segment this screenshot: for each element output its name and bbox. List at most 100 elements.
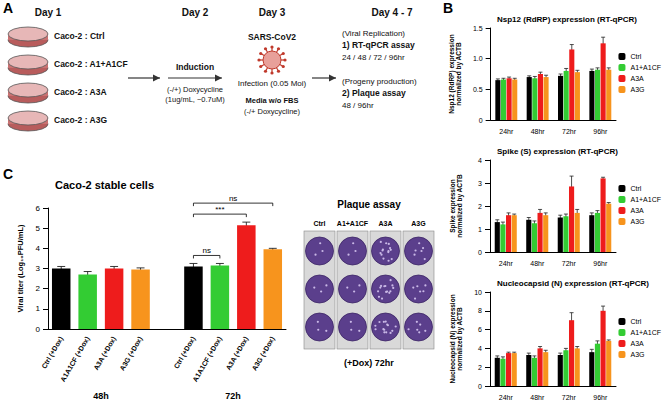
svg-text:(Viral Replication): (Viral Replication): [342, 29, 405, 38]
svg-text:1.0: 1.0: [473, 55, 483, 62]
svg-text:A3A: A3A: [630, 75, 644, 82]
svg-text:Ctrl: Ctrl: [313, 220, 325, 227]
svg-text:Day 3: Day 3: [259, 7, 286, 18]
svg-text:6: 6: [478, 326, 482, 333]
svg-text:A1+A1CF: A1+A1CF: [630, 329, 661, 336]
svg-text:2) Plaque assay: 2) Plaque assay: [342, 88, 406, 98]
svg-text:SARS-CoV2: SARS-CoV2: [248, 32, 296, 42]
svg-text:3: 3: [36, 264, 41, 273]
html-text:B: B: [443, 0, 454, 16]
svg-text:A3G: A3G: [630, 86, 644, 93]
svg-text:A1+A1CF: A1+A1CF: [337, 220, 369, 227]
svg-text:Viral titer (Log₁₀PFU/mL): Viral titer (Log₁₀PFU/mL): [16, 224, 25, 313]
svg-text:(Progeny production): (Progeny production): [342, 77, 417, 86]
svg-text:(-/+) Doxycycline: (-/+) Doxycycline: [167, 85, 223, 94]
svg-text:A3G: A3G: [411, 220, 426, 227]
svg-text:72hr: 72hr: [562, 394, 577, 401]
svg-text:72hr: 72hr: [562, 260, 577, 267]
svg-text:24hr: 24hr: [499, 128, 514, 135]
svg-text:96hr: 96hr: [593, 394, 608, 401]
svg-text:Infection (0.05 Moi): Infection (0.05 Moi): [238, 79, 307, 88]
svg-text:ns: ns: [202, 246, 210, 255]
svg-text:Caco-2 : A3A: Caco-2 : A3A: [54, 87, 107, 97]
svg-text:48hr: 48hr: [531, 128, 546, 135]
svg-text:4: 4: [478, 345, 482, 352]
svg-text:Ctrl: Ctrl: [630, 185, 641, 192]
svg-text:1: 1: [478, 226, 482, 233]
svg-text:0.5: 0.5: [473, 86, 483, 93]
svg-text:(+Dox) 72hr: (+Dox) 72hr: [344, 358, 394, 368]
svg-text:Ctrl: Ctrl: [630, 318, 641, 325]
svg-text:(1ug/mL, ~0.7uM): (1ug/mL, ~0.7uM): [165, 95, 225, 104]
svg-text:72hr: 72hr: [562, 128, 577, 135]
svg-text:0: 0: [36, 325, 41, 334]
svg-text:Caco-2 : A1+A1CF: Caco-2 : A1+A1CF: [54, 59, 128, 69]
svg-text:Caco-2 : Ctrl: Caco-2 : Ctrl: [54, 31, 105, 41]
svg-text:48h: 48h: [93, 391, 109, 401]
svg-text:48 / 96hr: 48 / 96hr: [342, 101, 374, 110]
svg-text:A1+A1CF: A1+A1CF: [630, 64, 661, 71]
svg-text:96hr: 96hr: [593, 128, 608, 135]
svg-text:24 / 48 / 72 / 96hr: 24 / 48 / 72 / 96hr: [342, 53, 405, 62]
svg-text:4: 4: [36, 244, 41, 253]
svg-text:A3A: A3A: [378, 220, 392, 227]
svg-text:normalized by ACTB: normalized by ACTB: [456, 174, 464, 238]
svg-text:1: 1: [36, 304, 41, 313]
svg-text:Day 2: Day 2: [182, 7, 209, 18]
svg-text:A1A1CF (+Dox): A1A1CF (+Dox): [191, 335, 223, 383]
svg-text:48hr: 48hr: [530, 394, 545, 401]
svg-text:1) RT-qPCR assay: 1) RT-qPCR assay: [342, 40, 415, 50]
svg-text:5: 5: [36, 224, 41, 233]
svg-text:Ctrl (+Dox): Ctrl (+Dox): [172, 335, 197, 370]
svg-text:1.5: 1.5: [473, 25, 483, 32]
svg-text:Caco-2 : A3G: Caco-2 : A3G: [54, 115, 107, 125]
svg-text:Ctrl: Ctrl: [630, 53, 641, 60]
svg-text:Nucleocapsid (N) expression: Nucleocapsid (N) expression: [449, 294, 456, 384]
svg-text:Caco-2 stable cells: Caco-2 stable cells: [55, 179, 154, 191]
svg-text:Day 4 - 7: Day 4 - 7: [371, 7, 413, 18]
svg-text:0: 0: [478, 383, 482, 390]
svg-text:A3G: A3G: [630, 218, 644, 225]
svg-text:Spike (S) expression (RT-qPCR): Spike (S) expression (RT-qPCR): [497, 147, 618, 156]
svg-text:6: 6: [36, 204, 41, 213]
svg-text:24hr: 24hr: [499, 260, 514, 267]
svg-text:72h: 72h: [225, 391, 241, 401]
svg-text:***: ***: [215, 205, 224, 214]
svg-text:8: 8: [478, 307, 482, 314]
svg-text:2: 2: [478, 203, 482, 210]
svg-text:Day 1: Day 1: [35, 7, 62, 18]
svg-text:A3G (+Dox): A3G (+Dox): [251, 335, 277, 372]
svg-text:Nsp12 (RdRP) expression (RT-qP: Nsp12 (RdRP) expression (RT-qPCR): [497, 15, 637, 24]
svg-text:A3G (+Dox): A3G (+Dox): [118, 335, 144, 372]
svg-text:A1+A1CF: A1+A1CF: [630, 196, 661, 203]
svg-text:48hr: 48hr: [530, 260, 545, 267]
svg-text:(-/+ Doxycycline): (-/+ Doxycycline): [244, 107, 301, 116]
svg-text:normalized by ACTB: normalized by ACTB: [456, 307, 464, 371]
svg-text:A1A1CF (+Dox): A1A1CF (+Dox): [59, 335, 91, 383]
svg-text:Nsp12 (RdRP) expression: Nsp12 (RdRP) expression: [448, 34, 455, 114]
svg-text:2: 2: [36, 284, 41, 293]
svg-text:A3A: A3A: [630, 207, 644, 214]
svg-text:normalized by ACTB: normalized by ACTB: [455, 42, 463, 106]
svg-text:Plaque assay: Plaque assay: [337, 199, 401, 210]
svg-text:Media w/o FBS: Media w/o FBS: [246, 96, 299, 105]
html-text:C: C: [3, 166, 14, 182]
svg-text:Nucleocapsid (N) expression (R: Nucleocapsid (N) expression (RT-qPCR): [497, 279, 649, 288]
svg-text:ns: ns: [229, 194, 237, 203]
svg-text:96hr: 96hr: [593, 260, 608, 267]
svg-text:Spike expression: Spike expression: [449, 179, 456, 233]
svg-text:A3A (+Dox): A3A (+Dox): [225, 335, 251, 372]
svg-text:10: 10: [474, 289, 482, 296]
svg-text:A3A (+Dox): A3A (+Dox): [92, 335, 118, 372]
svg-text:0: 0: [478, 249, 482, 256]
svg-text:A3A: A3A: [630, 340, 644, 347]
svg-text:2: 2: [478, 364, 482, 371]
svg-text:A3G: A3G: [630, 351, 644, 358]
svg-text:24hr: 24hr: [499, 394, 514, 401]
svg-text:Ctrl (+Dox): Ctrl (+Dox): [40, 335, 65, 370]
svg-text:4: 4: [478, 157, 482, 164]
html-text:A: A: [3, 0, 14, 16]
svg-text:3: 3: [478, 180, 482, 187]
svg-text:Induction: Induction: [176, 62, 214, 72]
svg-text:0: 0: [479, 117, 483, 124]
